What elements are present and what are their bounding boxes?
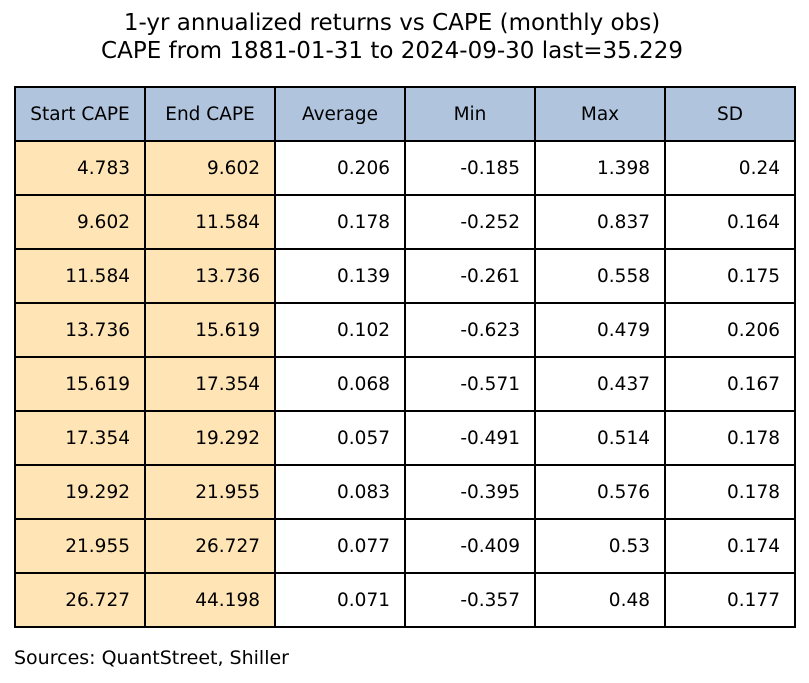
chart-title: 1-yr annualized returns vs CAPE (monthly…: [123, 10, 661, 36]
cell-max: 0.53: [534, 518, 666, 574]
cell-start-cape: 15.619: [14, 356, 146, 412]
table-row: 11.584 13.736 0.139 -0.261 0.558 0.175: [14, 248, 796, 304]
cell-sd: 0.164: [664, 194, 796, 250]
table-row: 13.736 15.619 0.102 -0.623 0.479 0.206: [14, 302, 796, 358]
column-header-min: Min: [404, 86, 536, 142]
cell-end-cape: 21.955: [144, 464, 276, 520]
cell-min: -0.395: [404, 464, 536, 520]
cell-end-cape: 11.584: [144, 194, 276, 250]
table-body: 4.783 9.602 0.206 -0.185 1.398 0.24 9.602 11.58…: [14, 140, 796, 628]
cell-max: 0.479: [534, 302, 666, 358]
cell-start-cape: 9.602: [14, 194, 146, 250]
cell-max: 0.837: [534, 194, 666, 250]
column-header-max: Max: [534, 86, 666, 142]
cell-start-cape: 11.584: [14, 248, 146, 304]
cell-min: -0.571: [404, 356, 536, 412]
cell-max: 0.48: [534, 572, 666, 628]
column-header-end-cape: End CAPE: [144, 86, 276, 142]
cell-average: 0.102: [274, 302, 406, 358]
table-row: 26.727 44.198 0.071 -0.357 0.48 0.177: [14, 572, 796, 628]
cell-end-cape: 13.736: [144, 248, 276, 304]
cell-average: 0.071: [274, 572, 406, 628]
cell-min: -0.185: [404, 140, 536, 196]
cell-max: 0.437: [534, 356, 666, 412]
cell-max: 0.514: [534, 410, 666, 466]
returns-table: Start CAPE End CAPE Average Min Max SD 4…: [14, 86, 796, 628]
cell-max: 0.576: [534, 464, 666, 520]
cell-sd: 0.206: [664, 302, 796, 358]
column-header-start-cape: Start CAPE: [14, 86, 146, 142]
cell-end-cape: 15.619: [144, 302, 276, 358]
cell-min: -0.409: [404, 518, 536, 574]
cell-sd: 0.24: [664, 140, 796, 196]
cell-average: 0.057: [274, 410, 406, 466]
cell-average: 0.178: [274, 194, 406, 250]
cell-min: -0.261: [404, 248, 536, 304]
table-row: 4.783 9.602 0.206 -0.185 1.398 0.24: [14, 140, 796, 196]
cell-average: 0.206: [274, 140, 406, 196]
cell-end-cape: 19.292: [144, 410, 276, 466]
cell-average: 0.083: [274, 464, 406, 520]
cell-sd: 0.175: [664, 248, 796, 304]
cell-sd: 0.167: [664, 356, 796, 412]
cell-start-cape: 21.955: [14, 518, 146, 574]
cell-max: 1.398: [534, 140, 666, 196]
table-row: 19.292 21.955 0.083 -0.395 0.576 0.178: [14, 464, 796, 520]
cell-sd: 0.174: [664, 518, 796, 574]
cell-average: 0.077: [274, 518, 406, 574]
cell-end-cape: 44.198: [144, 572, 276, 628]
column-header-sd: SD: [664, 86, 796, 142]
table-row: 15.619 17.354 0.068 -0.571 0.437 0.167: [14, 356, 796, 412]
cell-sd: 0.178: [664, 410, 796, 466]
cell-end-cape: 9.602: [144, 140, 276, 196]
cell-min: -0.252: [404, 194, 536, 250]
cell-start-cape: 4.783: [14, 140, 146, 196]
cell-min: -0.491: [404, 410, 536, 466]
cell-start-cape: 19.292: [14, 464, 146, 520]
source-note: Sources: QuantStreet, Shiller: [14, 647, 289, 669]
cell-sd: 0.178: [664, 464, 796, 520]
table-row: 9.602 11.584 0.178 -0.252 0.837 0.164: [14, 194, 796, 250]
table-row: 17.354 19.292 0.057 -0.491 0.514 0.178: [14, 410, 796, 466]
column-header-average: Average: [274, 86, 406, 142]
cell-end-cape: 26.727: [144, 518, 276, 574]
cell-min: -0.357: [404, 572, 536, 628]
cell-sd: 0.177: [664, 572, 796, 628]
cell-start-cape: 26.727: [14, 572, 146, 628]
table-row: 21.955 26.727 0.077 -0.409 0.53 0.174: [14, 518, 796, 574]
chart-subtitle: CAPE from 1881-01-31 to 2024-09-30 last=…: [101, 38, 683, 64]
cell-max: 0.558: [534, 248, 666, 304]
cell-min: -0.623: [404, 302, 536, 358]
cell-average: 0.139: [274, 248, 406, 304]
table-header: Start CAPE End CAPE Average Min Max SD: [14, 86, 796, 142]
cell-end-cape: 17.354: [144, 356, 276, 412]
header-row: Start CAPE End CAPE Average Min Max SD: [14, 86, 796, 142]
cell-average: 0.068: [274, 356, 406, 412]
cell-start-cape: 13.736: [14, 302, 146, 358]
cell-start-cape: 17.354: [14, 410, 146, 466]
